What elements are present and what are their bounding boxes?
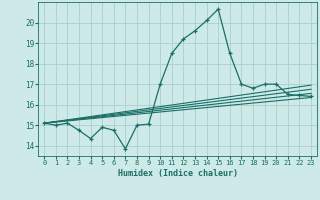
X-axis label: Humidex (Indice chaleur): Humidex (Indice chaleur): [118, 169, 238, 178]
